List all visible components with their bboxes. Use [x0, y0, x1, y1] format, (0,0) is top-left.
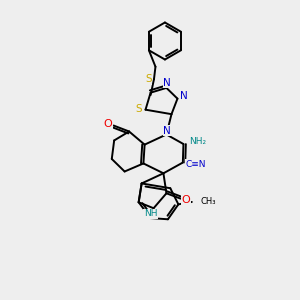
Text: O: O [104, 119, 112, 129]
Text: CH₃: CH₃ [200, 197, 216, 206]
Text: S: S [145, 74, 152, 84]
Text: NH: NH [144, 209, 157, 218]
Text: N: N [163, 126, 171, 136]
Text: N: N [180, 91, 188, 101]
Text: S: S [136, 104, 142, 114]
Text: O: O [182, 195, 190, 205]
Text: N: N [163, 77, 171, 88]
Text: C≡N: C≡N [185, 160, 206, 169]
Text: NH₂: NH₂ [189, 136, 206, 146]
